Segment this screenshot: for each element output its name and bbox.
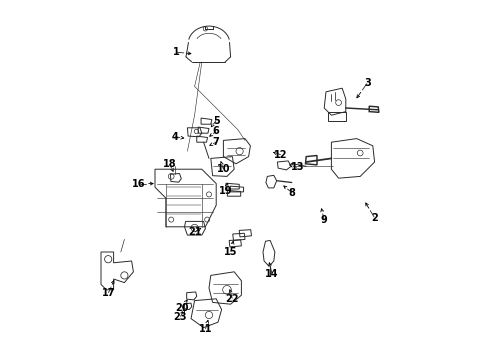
Text: 2: 2 bbox=[371, 213, 378, 223]
Text: 22: 22 bbox=[226, 294, 239, 304]
Text: 7: 7 bbox=[213, 137, 220, 147]
Text: 18: 18 bbox=[163, 159, 176, 169]
Text: 15: 15 bbox=[224, 247, 237, 257]
Text: 6: 6 bbox=[213, 126, 220, 136]
Text: 13: 13 bbox=[291, 162, 304, 172]
Text: 20: 20 bbox=[175, 303, 189, 313]
Text: 10: 10 bbox=[217, 164, 230, 174]
Text: 16: 16 bbox=[132, 179, 146, 189]
Text: 11: 11 bbox=[198, 324, 212, 334]
Text: 5: 5 bbox=[213, 116, 220, 126]
Text: 1: 1 bbox=[173, 47, 180, 57]
Text: 8: 8 bbox=[288, 188, 295, 198]
Text: 3: 3 bbox=[364, 78, 371, 88]
Text: 9: 9 bbox=[321, 215, 328, 225]
Text: 19: 19 bbox=[219, 186, 232, 196]
Text: 4: 4 bbox=[172, 132, 178, 142]
Text: 14: 14 bbox=[265, 269, 279, 279]
Text: 23: 23 bbox=[173, 312, 187, 322]
Text: 12: 12 bbox=[274, 150, 288, 160]
Text: 21: 21 bbox=[188, 227, 201, 237]
Text: 17: 17 bbox=[101, 288, 115, 298]
